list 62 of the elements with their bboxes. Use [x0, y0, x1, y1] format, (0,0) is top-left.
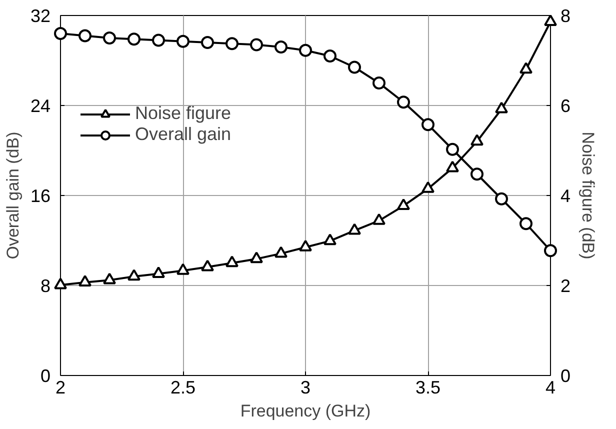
- y-axis-title: Overall gain (dB): [3, 132, 22, 260]
- point: [544, 244, 557, 258]
- point: [544, 14, 557, 26]
- point: [495, 102, 508, 114]
- y2-tick-label: 8: [560, 6, 571, 26]
- point: [128, 32, 140, 46]
- point: [470, 168, 484, 181]
- point: [446, 142, 459, 156]
- y-tick-label: 8: [40, 276, 51, 296]
- y-tick-label: 32: [30, 6, 51, 26]
- point: [250, 38, 263, 52]
- x-tick-label: 2.5: [170, 378, 196, 398]
- point: [470, 134, 484, 146]
- y2-axis-title: Noise figure (dB): [578, 132, 598, 260]
- point: [226, 37, 238, 50]
- point: [201, 260, 214, 272]
- point: [176, 263, 190, 275]
- y-tick-label: 16: [30, 186, 51, 206]
- legend-label: Overall gain: [135, 124, 232, 145]
- point: [78, 275, 92, 287]
- point: [520, 217, 532, 230]
- point: [397, 96, 410, 109]
- point: [152, 266, 165, 278]
- point: [250, 252, 263, 264]
- point: [103, 32, 116, 44]
- point: [176, 34, 190, 48]
- point: [54, 27, 67, 40]
- point: [520, 62, 532, 74]
- point: [274, 246, 288, 258]
- y-tick-label: 24: [30, 96, 51, 116]
- point: [422, 181, 434, 193]
- point: [274, 40, 288, 54]
- point: [324, 50, 336, 62]
- x-tick-label: 3: [300, 378, 311, 398]
- point: [348, 60, 361, 74]
- y2-tick-label: 0: [560, 366, 571, 386]
- point: [422, 118, 434, 132]
- x-tick-label: 2: [55, 378, 66, 398]
- point: [201, 36, 214, 49]
- y-tick-label: 0: [40, 366, 51, 386]
- point: [372, 213, 386, 225]
- point: [299, 240, 312, 252]
- x-axis-title: Frequency (GHz): [240, 402, 371, 420]
- legend-label: Noise figure: [135, 103, 232, 124]
- point: [372, 76, 386, 90]
- point: [128, 269, 140, 281]
- x-tick-label: 4: [545, 378, 556, 398]
- y2-tick-label: 2: [560, 276, 571, 296]
- point: [226, 256, 238, 268]
- point: [299, 44, 312, 57]
- point: [397, 198, 410, 210]
- point: [152, 34, 165, 47]
- point: [446, 160, 459, 172]
- y2-tick-label: 4: [560, 186, 571, 206]
- point: [78, 29, 92, 42]
- point: [348, 223, 361, 235]
- point: [103, 272, 116, 284]
- x-tick-label: 3.5: [415, 378, 441, 398]
- point: [495, 192, 508, 206]
- point: [324, 234, 336, 246]
- point: [54, 278, 67, 290]
- y2-tick-label: 6: [560, 96, 571, 116]
